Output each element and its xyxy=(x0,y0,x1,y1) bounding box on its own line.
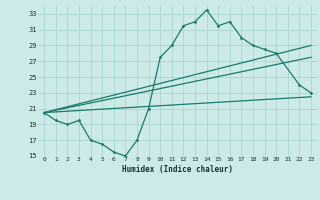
X-axis label: Humidex (Indice chaleur): Humidex (Indice chaleur) xyxy=(122,165,233,174)
